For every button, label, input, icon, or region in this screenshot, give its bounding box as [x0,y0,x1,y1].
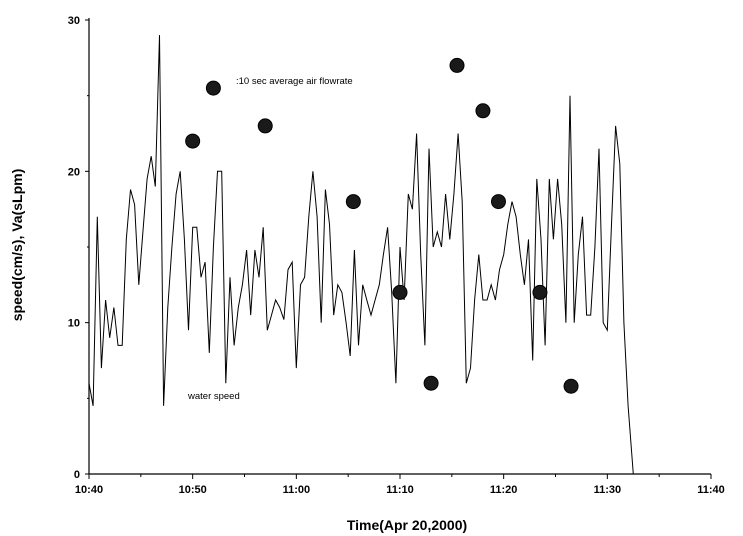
x-tick-label: 11:00 [283,484,311,496]
air-flowrate-point [449,57,465,73]
x-tick-label: 11:10 [386,484,414,496]
x-tick-label: 11:40 [697,484,725,496]
air-flowrate-point [423,375,439,391]
x-axis-title: Time(Apr 20,2000) [347,517,467,533]
y-tick-label: 10 [68,318,80,330]
x-tick-label: 11:30 [594,484,622,496]
y-tick-label: 0 [74,469,80,481]
air-flowrate-point [490,194,506,210]
air-flowrate-point [563,378,579,394]
plot-area: 10:40 10:50 11:00 11:10 11:20 11:30 11:40 0 10 2… [68,15,725,496]
air-flowrate-point [205,80,221,96]
series-line-water-speed [88,35,634,475]
x-tick-label: 10:50 [179,484,207,496]
x-ticks: 10:40 10:50 11:00 11:10 11:20 11:30 11:40 [75,474,725,496]
air-flowrate-point [392,284,408,300]
y-axis-title: speed(cm/s), Va(sLpm) [9,169,25,322]
air-flowrate-point [532,284,548,300]
x-tick-label: 11:20 [490,484,518,496]
annotation-air-flowrate: :10 sec average air flowrate [236,76,353,87]
air-flowrate-point [475,103,491,119]
air-flowrate-point [185,133,201,149]
series-points-air-flowrate [185,57,579,394]
annotation-water-speed: water speed [187,391,240,402]
x-tick-label: 10:40 [75,484,103,496]
y-ticks: 0 10 20 30 [68,15,89,481]
air-flowrate-point [257,118,273,134]
y-tick-label: 20 [68,166,80,178]
air-flowrate-point [345,194,361,210]
y-tick-label: 30 [68,15,80,27]
